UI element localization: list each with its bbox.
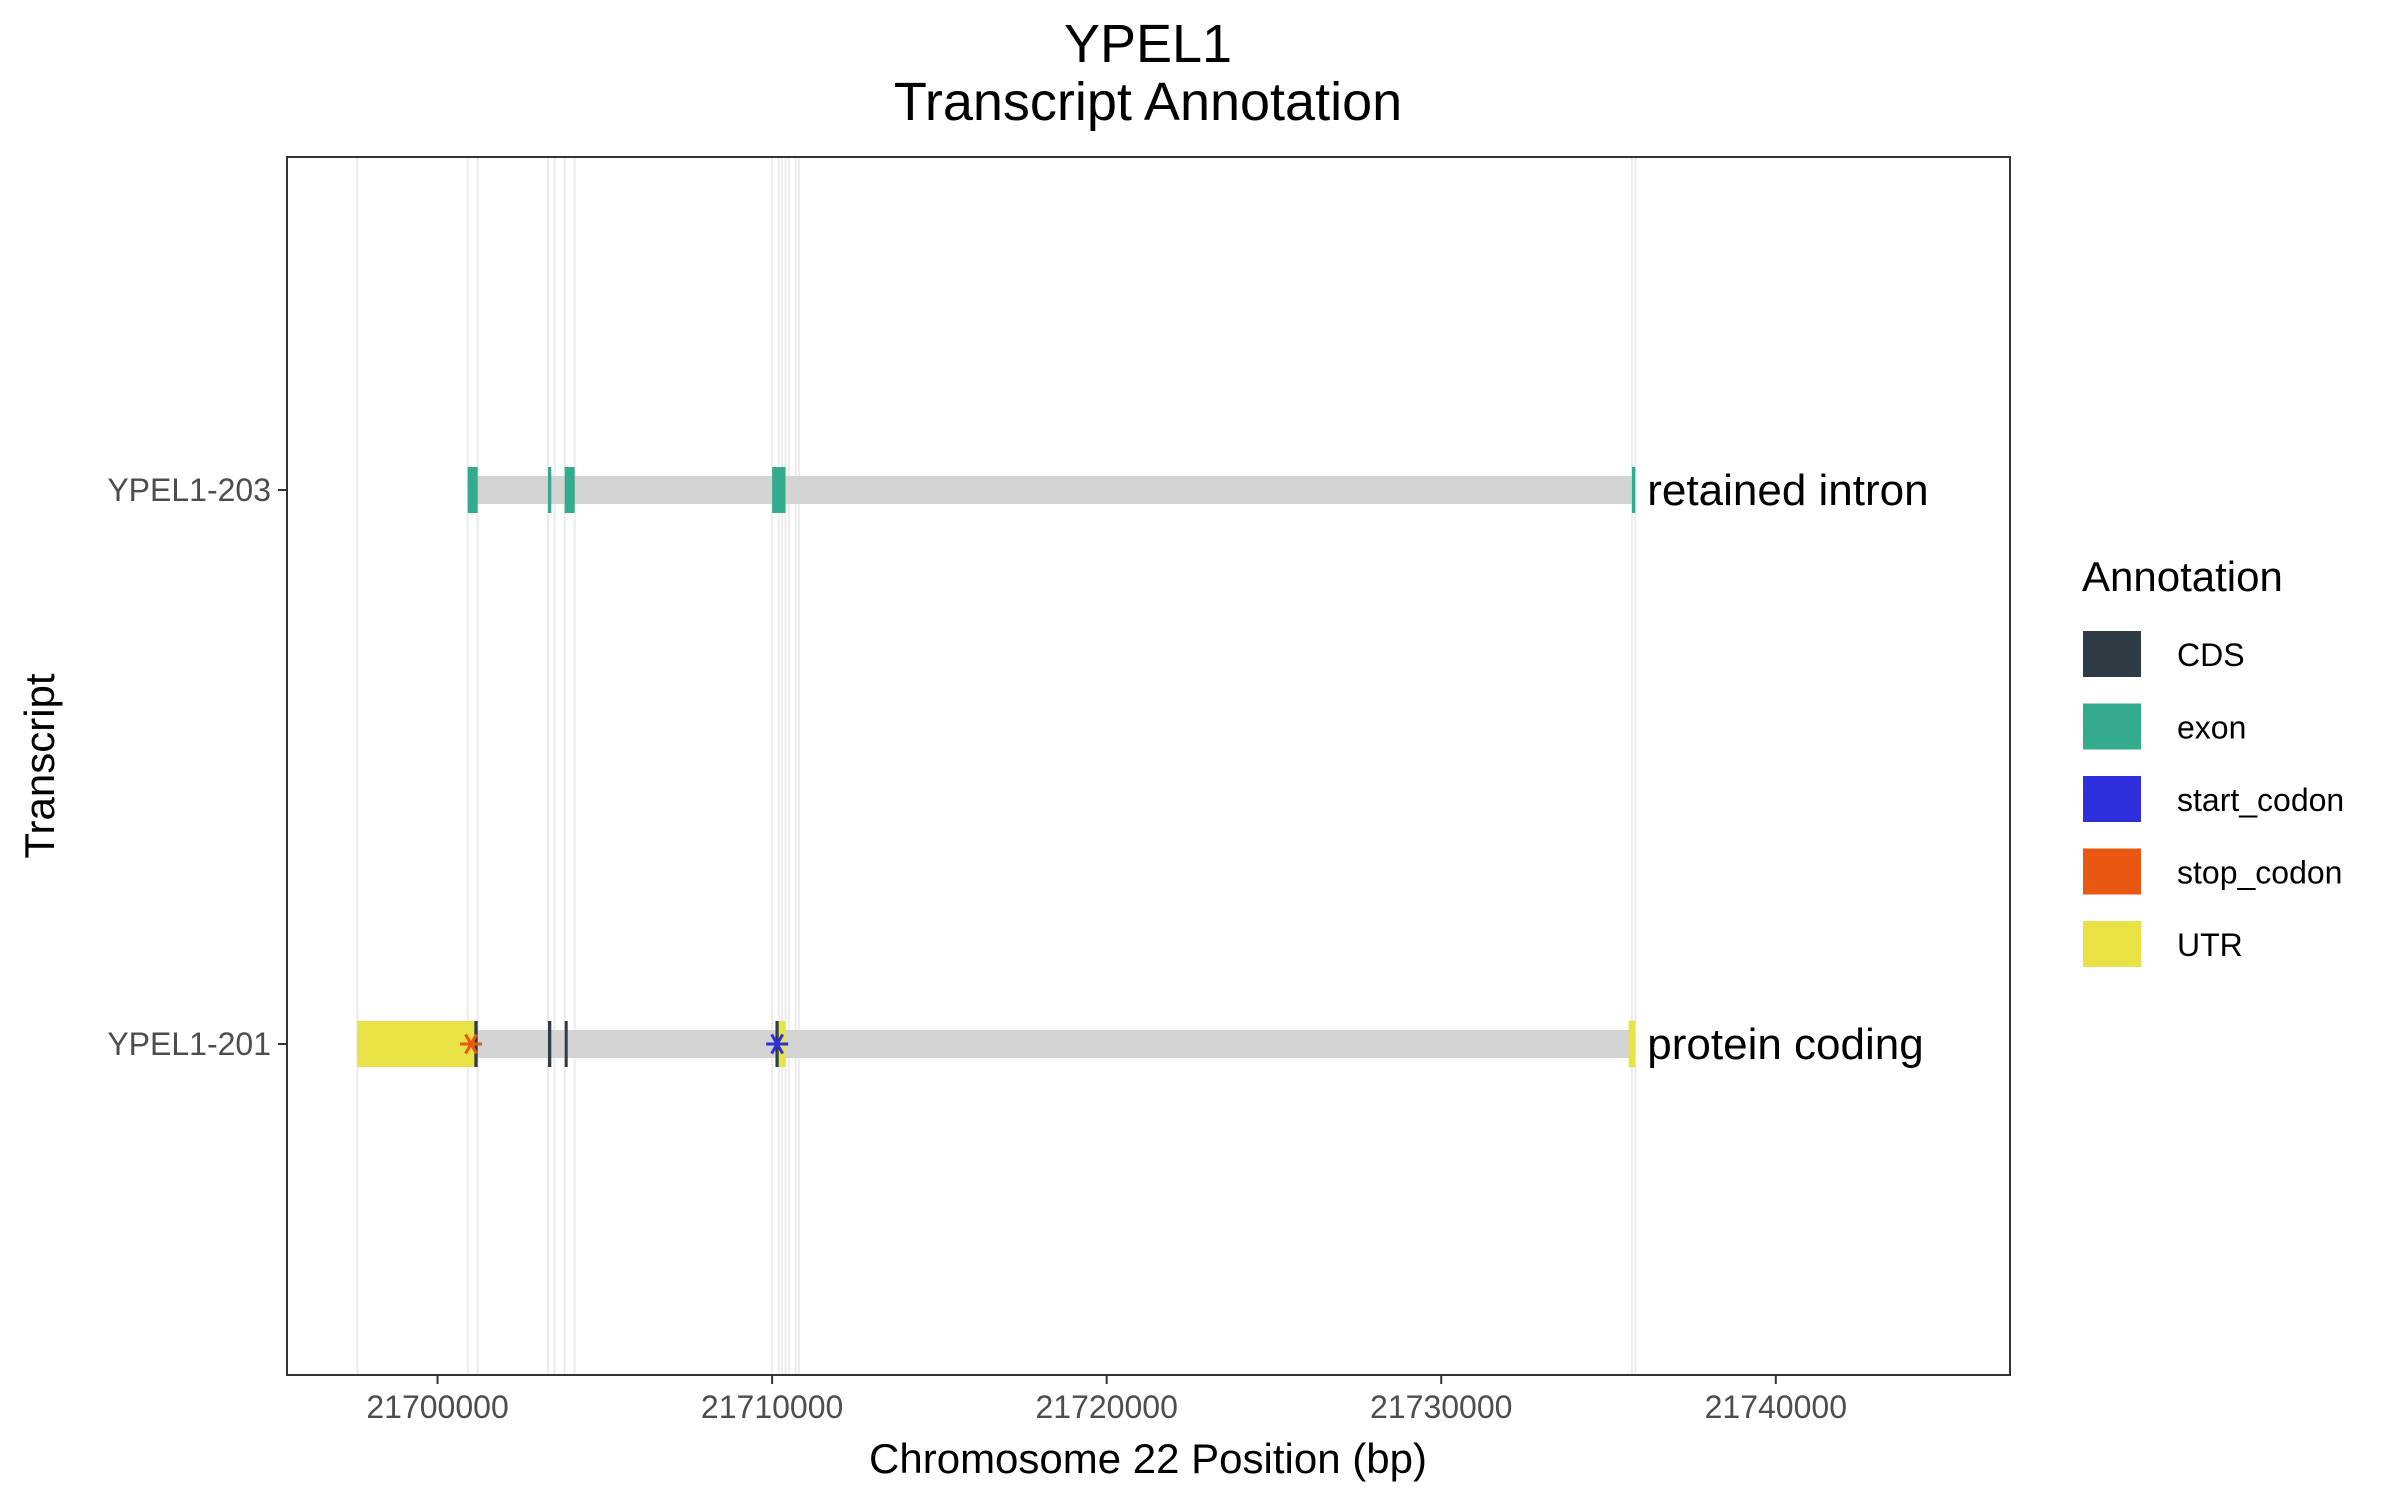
y-axis: YPEL1-203 YPEL1-201 (107, 472, 287, 1062)
y-axis-title: Transcript (16, 673, 63, 858)
transcript-track-ypel1-201: protein coding (357, 1020, 1924, 1069)
vertical-gridlines (356, 157, 1637, 1375)
transcript-biotype-label: retained intron (1647, 466, 1928, 515)
x-tick-label: 21710000 (701, 1389, 843, 1425)
exon-segment-3 (772, 467, 786, 513)
x-axis-title: Chromosome 22 Position (bp) (869, 1435, 1427, 1482)
legend-item-exon: exon (2083, 703, 2246, 750)
legend-swatch (2083, 848, 2141, 895)
start-codon-marker-stroke (770, 1033, 784, 1055)
legend-swatch (2083, 631, 2141, 677)
start-codon-marker (766, 1033, 789, 1055)
utr-segment-6 (1628, 1021, 1636, 1067)
stop-codon-marker (460, 1033, 483, 1055)
intron-backbone (467, 476, 1636, 504)
transcript-track-ypel1-203: retained intron (467, 466, 1929, 515)
exon-segment-1 (547, 467, 552, 513)
legend-label: exon (2177, 710, 2246, 746)
x-tick-label: 21730000 (1370, 1389, 1512, 1425)
legend-swatch (2083, 921, 2141, 967)
stop-codon-marker-stroke (464, 1033, 478, 1055)
y-tick-label: YPEL1-203 (107, 472, 271, 508)
intron-backbone (357, 1030, 1636, 1058)
legend-title: Annotation (2082, 553, 2283, 600)
legend-item-cds: CDS (2083, 631, 2245, 677)
legend-item-stop-codon: stop_codon (2083, 848, 2342, 895)
utr-segment-0 (357, 1021, 475, 1067)
cds-segment-2 (547, 1021, 552, 1067)
x-tick-label: 21700000 (366, 1389, 508, 1425)
legend-swatch (2083, 776, 2141, 822)
chart-title: YPEL1 (1064, 14, 1232, 74)
exon-segment-2 (564, 467, 575, 513)
transcript-biotype-label: protein coding (1647, 1020, 1923, 1069)
legend-item-utr: UTR (2083, 921, 2243, 967)
y-tick-label: YPEL1-201 (107, 1026, 271, 1062)
legend-item-start-codon: start_codon (2083, 776, 2344, 822)
legend-label: UTR (2177, 927, 2243, 963)
cds-segment-3 (564, 1021, 568, 1067)
legend-label: stop_codon (2177, 855, 2342, 891)
legend-label: CDS (2177, 637, 2245, 673)
exon-segment-0 (467, 467, 478, 513)
x-tick-label: 21740000 (1705, 1389, 1847, 1425)
exon-segment-4 (1631, 467, 1636, 513)
legend: Annotation CDS exon start_codon stop_codon U… (2082, 553, 2344, 967)
legend-label: start_codon (2177, 782, 2344, 818)
x-axis: 21700000 21710000 21720000 21730000 21740000 (366, 1375, 1847, 1425)
legend-swatch (2083, 703, 2141, 750)
plot-panel-border (286, 156, 2011, 1376)
transcript-tracks: retained intron protein coding (357, 466, 1929, 1069)
x-tick-label: 21720000 (1035, 1389, 1177, 1425)
chart-subtitle: Transcript Annotation (894, 72, 1402, 132)
